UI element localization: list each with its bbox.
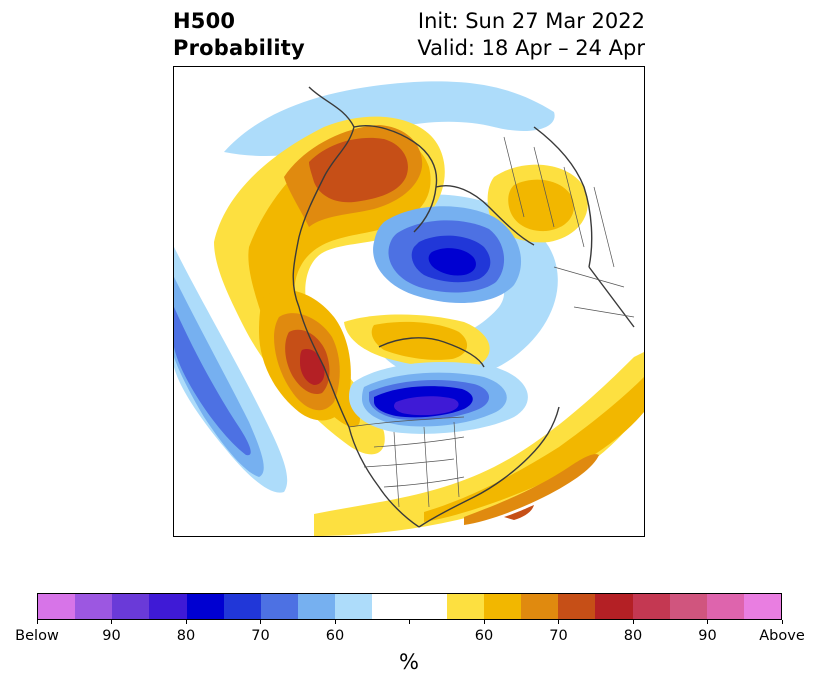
init-date: Init: Sun 27 Mar 2022 [417,9,645,33]
colorbar-swatch [595,594,633,619]
above-70-northeast [508,179,574,232]
colorbar-swatch [112,594,150,619]
colorbar-swatch [335,594,373,619]
colorbar-tick-label: 90 [698,628,717,644]
colorbar-tick-mark [260,620,261,624]
above-90-atlantic [504,505,534,520]
colorbar-tick-label: 70 [251,628,270,644]
colorbar-unit-label: % [399,650,419,674]
colorbar-swatch [521,594,559,619]
colorbar-tick-mark [558,620,559,624]
colorbar-tick-label: 80 [176,628,196,644]
colorbar-swatch [75,594,113,619]
colorbar-swatch [260,594,299,619]
colorbar-swatch [298,594,336,619]
coastlines [292,86,635,528]
colorbar [37,593,782,620]
above-90-northwest [309,137,408,203]
colorbar-swatch [669,594,707,619]
probability-map [173,66,645,537]
below-90-arctic [428,248,476,276]
title-h500: H500 [173,9,236,33]
title-probability: Probability [173,36,305,60]
colorbar-tick-mark [111,620,112,624]
colorbar-tick-mark [334,620,336,624]
above-80-atlantic [464,454,599,525]
colorbar-tick-label: Below [15,628,59,644]
below-70-tongue-west [174,277,264,477]
colorbar-swatch [706,594,744,619]
colorbar-tick-mark [781,620,783,624]
colorbar-swatch [446,594,484,619]
colorbar-swatch [186,594,224,619]
colorbar-tick-mark [36,620,38,624]
colorbar-swatch [149,594,187,619]
political-borders [348,136,635,508]
colorbar-tick-mark [632,620,634,624]
colorbar-tick-label: 90 [102,628,121,644]
colorbar-tick-label: 70 [549,628,568,644]
colorbar-swatch [372,594,410,619]
colorbar-tick-label: 80 [623,628,643,644]
colorbar-swatch [483,594,522,619]
colorbar-tick-mark [707,620,708,624]
valid-range: Valid: 18 Apr – 24 Apr [417,36,645,60]
below-60-tongue-west [174,247,288,493]
colorbar-swatch [558,594,596,619]
colorbar-tick-mark [185,620,187,624]
above-70-atlantic [424,377,644,522]
colorbar-tick-label: 60 [325,628,345,644]
colorbar-tick-mark [409,620,410,624]
colorbar-swatch [632,594,670,619]
below-95-great-lakes [394,396,459,416]
colorbar-tick-label: 60 [474,628,494,644]
colorbar-tick-label: Above [759,628,805,644]
colorbar-swatch [743,594,782,619]
colorbar-swatch [409,594,447,619]
colorbar-swatch [38,594,76,619]
title-dates: Init: Sun 27 Mar 2022 Valid: 18 Apr – 24… [417,8,645,62]
colorbar-swatch [223,594,261,619]
above-70-hudson [371,321,468,360]
colorbar-tick-mark [483,620,485,624]
below-80-tongue-west [174,307,251,456]
above-90-west-coast [300,349,325,385]
title-variable: H500 Probability [173,8,305,62]
